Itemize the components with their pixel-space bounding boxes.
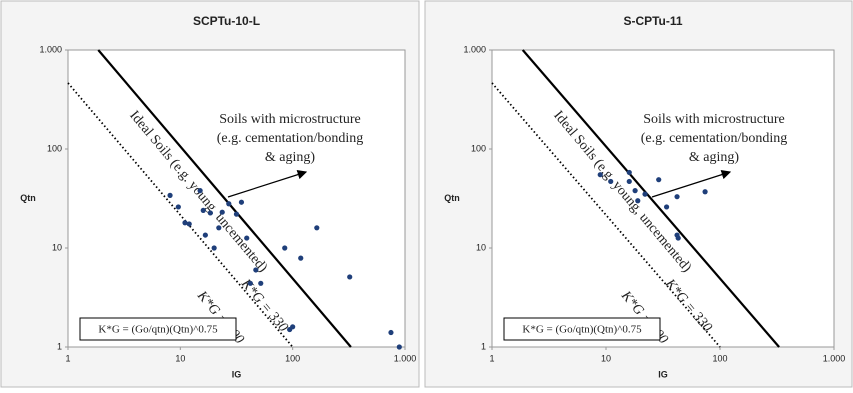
point <box>167 192 173 198</box>
x-tick-label: 100 <box>712 353 727 363</box>
point <box>197 188 203 194</box>
point <box>396 344 402 350</box>
y-tick-label: 100 <box>471 143 486 153</box>
x-axis-label: IG <box>232 369 242 379</box>
plot-area <box>491 49 835 348</box>
point <box>347 274 353 280</box>
point <box>226 201 232 207</box>
y-tick-label: 10 <box>52 242 62 252</box>
point <box>238 199 245 205</box>
point <box>247 280 253 286</box>
point <box>632 188 638 194</box>
point <box>298 255 304 261</box>
point <box>207 210 213 216</box>
reference-line <box>521 49 780 348</box>
point <box>674 194 680 200</box>
point <box>608 178 614 185</box>
reference-line <box>97 49 352 348</box>
point <box>626 169 632 176</box>
point <box>258 280 264 286</box>
annotation: & aging) <box>689 150 739 165</box>
formula: K*G = (Go/qtn)(Qtn)^0.75 <box>522 324 642 336</box>
formula: K*G = (Go/qtn)(Qtn)^0.75 <box>98 324 218 336</box>
annotation: (e.g. cementation/bonding <box>641 131 788 146</box>
point <box>186 221 192 227</box>
point <box>219 209 225 215</box>
arrow <box>227 169 308 198</box>
point <box>290 324 296 330</box>
point <box>388 329 394 336</box>
y-tick-label: 1.000 <box>39 44 62 54</box>
point <box>663 204 670 210</box>
y-tick-label: 100 <box>47 143 62 153</box>
point <box>175 204 181 210</box>
y-axis-label: Qtn <box>444 193 460 203</box>
point <box>656 177 662 183</box>
annotation: Soils with microstructure <box>643 112 785 127</box>
x-tick-label: 1 <box>65 353 70 363</box>
point <box>244 235 250 241</box>
formula-box <box>503 317 661 341</box>
point <box>314 225 320 231</box>
x-tick-label: 1.000 <box>823 353 846 363</box>
y-axis-label: Qtn <box>20 193 36 203</box>
arrow <box>651 169 732 198</box>
point <box>182 220 188 226</box>
reference-line <box>67 82 294 348</box>
x-tick-label: 10 <box>175 353 185 363</box>
plot-area <box>67 49 406 348</box>
y-tick-label: 1 <box>57 341 62 351</box>
point <box>216 225 222 231</box>
annotation: (e.g. cementation/bonding <box>217 131 364 146</box>
point <box>626 178 632 185</box>
y-tick-label: 1.000 <box>463 44 486 54</box>
point <box>200 207 206 213</box>
x-tick-label: 100 <box>285 353 300 363</box>
point <box>202 232 208 238</box>
y-tick-label: 10 <box>476 242 486 252</box>
point <box>635 198 641 204</box>
y-tick-label: 1 <box>481 341 486 351</box>
point <box>282 245 288 251</box>
point <box>675 235 681 241</box>
chart-title: S-CPTu-11 <box>623 14 682 28</box>
point <box>211 245 217 251</box>
annotation: & aging) <box>265 150 315 165</box>
point <box>233 211 240 217</box>
chart-title: SCPTu-10-L <box>193 14 260 28</box>
point <box>642 191 648 197</box>
annotation: Soils with microstructure <box>219 112 361 127</box>
point <box>253 267 259 273</box>
x-tick-label: 1 <box>489 353 494 363</box>
x-axis-label: IG <box>658 369 668 379</box>
point <box>702 189 708 195</box>
x-tick-label: 1.000 <box>394 353 417 363</box>
formula-box <box>79 317 237 341</box>
point <box>597 172 603 178</box>
x-tick-label: 10 <box>601 353 611 363</box>
